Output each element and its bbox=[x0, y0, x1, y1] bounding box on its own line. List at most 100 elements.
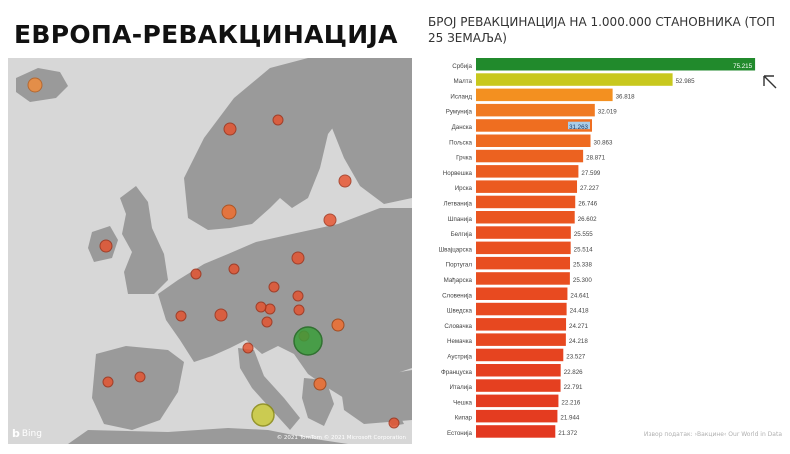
map-bubble bbox=[331, 318, 345, 332]
value-label: 24.218 bbox=[569, 338, 588, 345]
cursor-arrow-icon bbox=[763, 75, 777, 89]
value-label: 21.944 bbox=[560, 415, 579, 422]
bar[interactable] bbox=[476, 149, 584, 163]
bar[interactable] bbox=[476, 134, 591, 148]
category-label: Норвешка bbox=[443, 170, 473, 177]
category-label: Чешка bbox=[453, 399, 472, 406]
page-title: ЕВРОПА-РЕВАКЦИНАЦИЈА bbox=[14, 20, 398, 49]
bar[interactable] bbox=[476, 103, 595, 117]
value-label: 52.985 bbox=[676, 78, 695, 85]
category-label: Данска bbox=[452, 124, 473, 131]
map-land-africa bbox=[68, 428, 348, 444]
map-land-finland bbox=[320, 58, 412, 204]
bar[interactable] bbox=[476, 425, 556, 438]
value-label: 21.372 bbox=[558, 430, 577, 437]
value-label: 25.555 bbox=[574, 231, 593, 238]
value-label: 30.863 bbox=[594, 139, 613, 146]
map-bubble-malta bbox=[251, 403, 275, 427]
value-label: 27.227 bbox=[580, 185, 599, 192]
category-label: Летванија bbox=[444, 200, 473, 207]
map-land-continent bbox=[158, 208, 412, 398]
value-label: 26.602 bbox=[578, 216, 597, 223]
bar[interactable] bbox=[476, 195, 576, 209]
category-label: Румунија bbox=[446, 109, 473, 116]
value-label: 75.215 bbox=[733, 63, 752, 70]
bar[interactable] bbox=[476, 318, 567, 331]
map-land-iberia bbox=[92, 346, 184, 430]
map-copyright: © 2021 TomTom © 2021 Microsoft Corporati… bbox=[276, 435, 406, 441]
bar[interactable] bbox=[476, 394, 559, 408]
bar[interactable] bbox=[476, 88, 613, 102]
map-bubble bbox=[134, 371, 146, 383]
value-label: 22.791 bbox=[564, 384, 583, 391]
category-label: Пољска bbox=[449, 139, 472, 146]
category-label: Исланд bbox=[450, 93, 472, 100]
map-bubble bbox=[338, 174, 352, 188]
europe-map[interactable]: b Bing © 2021 TomTom © 2021 Microsoft Cor… bbox=[8, 58, 412, 444]
map-bubble bbox=[388, 417, 400, 429]
map-bubble bbox=[323, 213, 337, 227]
map-land-scandinavia bbox=[184, 58, 364, 230]
bar[interactable] bbox=[476, 119, 593, 132]
bar-chart[interactable]: Србија 75.215 Малта 52.985 Исланд 36.818 Румун… bbox=[420, 56, 790, 442]
bar[interactable] bbox=[476, 256, 571, 270]
map-bubble bbox=[221, 204, 237, 220]
value-label: 32.019 bbox=[598, 109, 617, 116]
map-land-britain bbox=[120, 186, 168, 294]
bar[interactable] bbox=[476, 58, 756, 71]
value-label: 24.271 bbox=[569, 323, 588, 330]
map-bubble bbox=[313, 377, 327, 391]
map-bubble bbox=[268, 281, 280, 293]
map-bubble-iceland bbox=[27, 77, 43, 93]
value-label: 31.263 bbox=[569, 124, 588, 131]
category-label: Грчка bbox=[456, 155, 472, 162]
map-bubble bbox=[102, 376, 114, 388]
value-label: 24.641 bbox=[570, 292, 589, 299]
map-bubble bbox=[291, 251, 305, 265]
value-label: 25.300 bbox=[573, 277, 592, 284]
value-label: 25.338 bbox=[573, 262, 592, 269]
bar[interactable] bbox=[476, 409, 558, 423]
bar[interactable] bbox=[476, 226, 571, 239]
bing-logo[interactable]: b Bing bbox=[12, 427, 42, 440]
value-highlight bbox=[568, 121, 591, 130]
value-label: 36.818 bbox=[616, 93, 635, 100]
bing-logo-text: Bing bbox=[21, 428, 42, 439]
map-bubble bbox=[255, 301, 267, 313]
bar[interactable] bbox=[476, 302, 567, 316]
bar[interactable] bbox=[476, 348, 564, 362]
bar[interactable] bbox=[476, 73, 673, 86]
value-label: 22.826 bbox=[564, 369, 583, 376]
category-label: Словенија bbox=[442, 292, 472, 299]
map-bubble bbox=[223, 122, 237, 136]
map-bubble bbox=[228, 263, 240, 275]
map-land-turkey bbox=[340, 370, 412, 424]
chart-title: БРОЈ РЕВАКЦИНАЦИЈА НА 1.000.000 СТАНОВНИ… bbox=[428, 15, 776, 45]
bar[interactable] bbox=[476, 364, 561, 377]
bar[interactable] bbox=[476, 272, 570, 285]
map-canvas bbox=[16, 58, 412, 444]
category-label: Немачка bbox=[447, 338, 473, 345]
bar[interactable] bbox=[476, 211, 575, 224]
map-bubble bbox=[272, 114, 284, 126]
bar[interactable] bbox=[476, 241, 571, 255]
category-label: Аустрија bbox=[447, 353, 472, 360]
value-label: 27.599 bbox=[581, 170, 600, 177]
bar[interactable] bbox=[476, 379, 561, 392]
category-label: Србија bbox=[452, 63, 472, 70]
bar[interactable] bbox=[476, 180, 578, 193]
bar[interactable] bbox=[476, 287, 568, 301]
category-label: Ирска bbox=[455, 185, 473, 192]
category-label: Кипар bbox=[455, 415, 473, 422]
map-bubble bbox=[293, 304, 305, 316]
bar[interactable] bbox=[476, 165, 579, 178]
value-label: 22.216 bbox=[561, 399, 580, 406]
category-label: Естонија bbox=[447, 430, 473, 437]
bar[interactable] bbox=[476, 333, 566, 346]
map-land-greece bbox=[302, 378, 334, 426]
value-label: 25.514 bbox=[574, 246, 593, 253]
map-bubble bbox=[292, 290, 304, 302]
map-bubble bbox=[99, 239, 113, 253]
source-note: Извор податак: ›Вакцине‹ Our World in Da… bbox=[643, 431, 782, 438]
category-label: Италија bbox=[449, 384, 472, 391]
